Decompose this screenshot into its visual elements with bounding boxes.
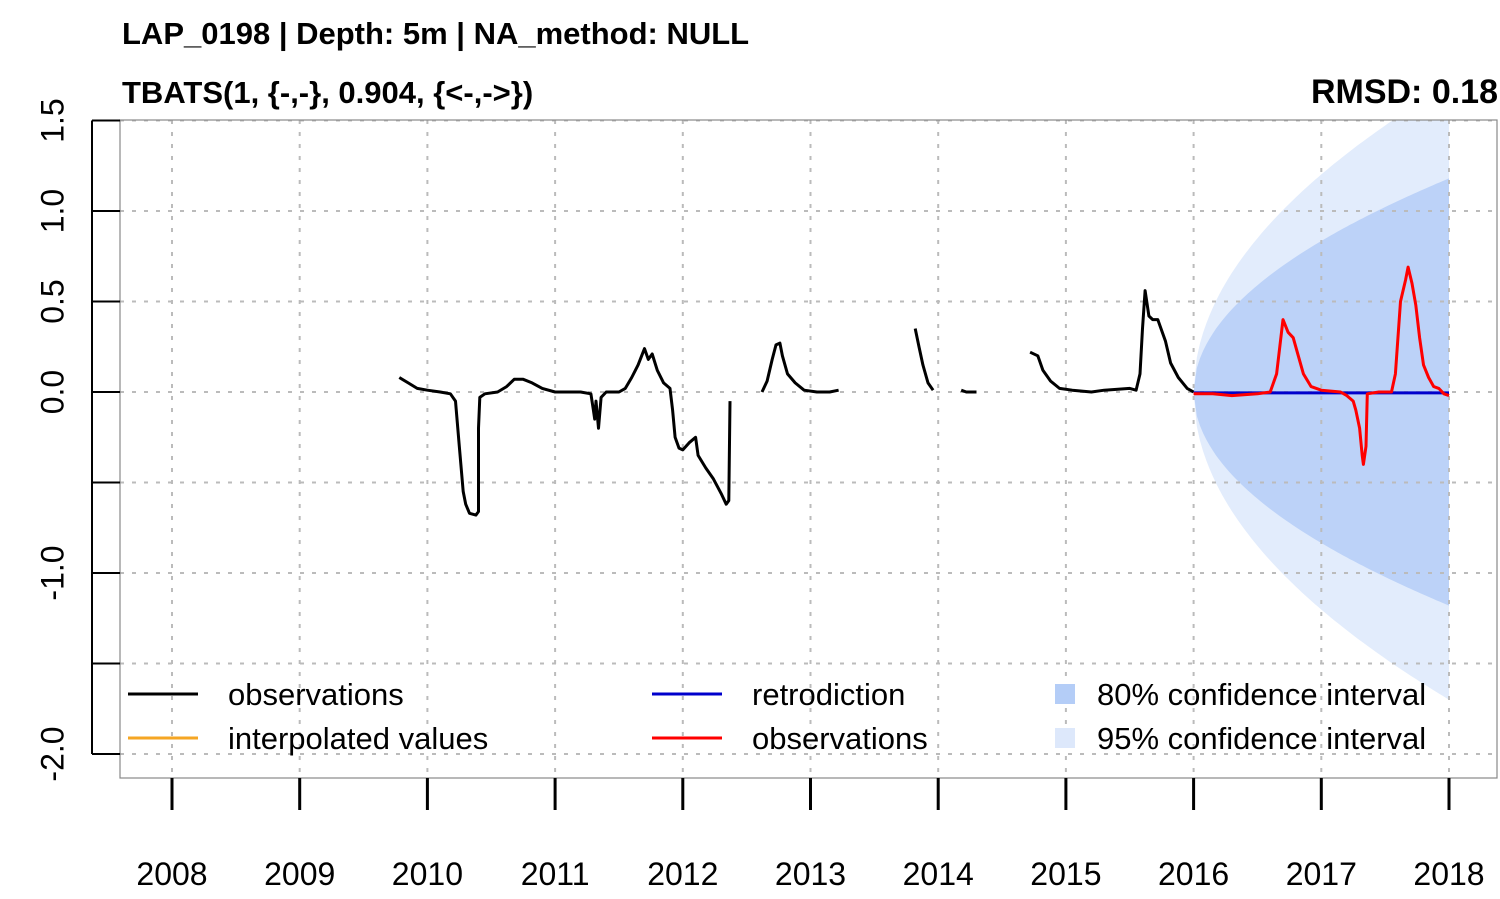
chart-title: LAP_0198 | Depth: 5m | NA_method: NULL: [122, 16, 749, 51]
y-tick-label-1: 1.0: [34, 189, 70, 233]
x-tick-label-7: 2015: [1030, 856, 1101, 892]
x-tick-label-3: 2011: [521, 856, 590, 892]
x-tick-label-5: 2013: [775, 856, 846, 892]
y-tick-label-0: 1.5: [34, 98, 70, 142]
x-tick-label-1: 2009: [264, 856, 335, 892]
y-axis: 1.5 1.0 0.5 0.0 -1.0 -2.0: [34, 98, 120, 782]
y-tick-label-5: -1.0: [34, 545, 70, 600]
plot-frame: [119, 119, 1498, 779]
legend-label-4: 80% confidence interval: [1097, 677, 1426, 712]
x-tick-label-6: 2014: [903, 856, 974, 892]
chart-subtitle: TBATS(1, {-,-}, 0.904, {<-,->}): [122, 75, 533, 110]
legend-label-3: observations: [752, 721, 928, 756]
test_observations-line-0: [1193, 265, 1450, 466]
observations-line-2: [913, 328, 935, 392]
y-tick-label-7: -2.0: [34, 726, 70, 781]
y-tick-label-2: 0.5: [34, 279, 70, 323]
observations-line-0: [398, 347, 732, 517]
rmsd-label: RMSD: 0.18: [1311, 73, 1498, 111]
legend-label-2: retrodiction: [752, 677, 905, 712]
observations-line-4: [1029, 289, 1195, 394]
y-tick-label-3: 0.0: [34, 370, 70, 414]
x-tick-label-10: 2018: [1413, 856, 1484, 892]
legend-label-5: 95% confidence interval: [1097, 721, 1426, 756]
legend-swatch-4: [1055, 684, 1075, 704]
x-tick-label-2: 2010: [392, 856, 463, 892]
x-tick-label-0: 2008: [136, 856, 207, 892]
observations-line-3: [960, 388, 977, 394]
data-lines: [398, 265, 1450, 517]
legend-swatch-5: [1055, 728, 1075, 748]
legend-label-1: interpolated values: [228, 721, 488, 756]
legend: observations interpolated values retrodict…: [128, 677, 1426, 756]
x-axis: 2008 2009 2010 2011 2012 2013 2014 2015 2016 2017…: [136, 778, 1485, 892]
x-tick-label-4: 2012: [647, 856, 718, 892]
legend-label-0: observations: [228, 677, 404, 712]
x-tick-label-8: 2016: [1158, 856, 1229, 892]
x-tick-label-9: 2017: [1286, 856, 1357, 892]
observations-line-1: [760, 341, 839, 394]
